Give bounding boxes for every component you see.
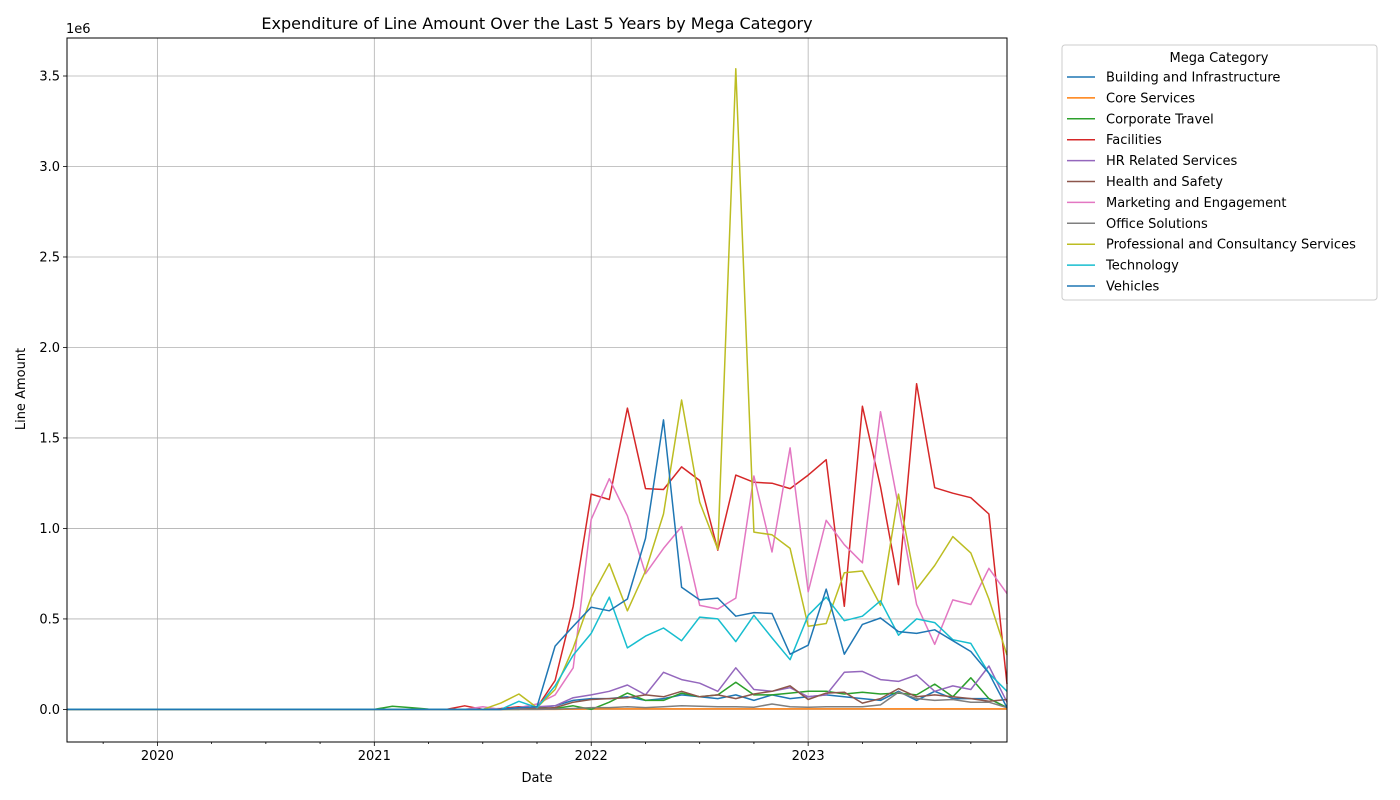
grid (67, 38, 1007, 742)
x-axis-label: Date (521, 771, 552, 786)
legend-label: HR Related Services (1106, 154, 1237, 169)
legend-frame (1061, 44, 1378, 301)
y-tick-label: 3.0 (39, 160, 60, 175)
series-line (67, 419, 1008, 711)
chart-title: Expenditure of Line Amount Over the Last… (261, 14, 812, 33)
legend-label: Health and Safety (1106, 175, 1223, 190)
plot-frame (66, 37, 1008, 743)
series-line (67, 410, 1008, 711)
y-tick-label: 2.0 (39, 341, 60, 356)
series-lines (67, 68, 1008, 711)
y-tick-label: 0.5 (39, 612, 60, 627)
y-tick-label: 3.5 (39, 70, 60, 85)
series-line (67, 382, 1008, 711)
y-tick-label: 0.0 (39, 703, 60, 718)
legend-label: Corporate Travel (1106, 112, 1214, 127)
y-tick-label: 2.5 (39, 250, 60, 265)
legend-label: Technology (1105, 259, 1179, 274)
x-tick-label: 2023 (792, 749, 825, 764)
x-tick-label: 2021 (358, 749, 391, 764)
y-tick-label: 1.5 (39, 431, 60, 446)
y-axis-label: Line Amount (14, 348, 29, 430)
y-offset-label: 1e6 (66, 22, 91, 37)
legend-label: Office Solutions (1106, 217, 1208, 232)
legend-label: Professional and Consultancy Services (1106, 238, 1356, 253)
legend-title: Mega Category (1170, 51, 1269, 66)
legend-label: Core Services (1106, 91, 1195, 106)
legend: Mega Category Building and Infrastructur… (1061, 44, 1378, 301)
axis-ticks: 2020 2021 2022 2023 0.0 0.5 1.0 1.5 2.0 2.5 3.0 3.5 (39, 70, 972, 764)
x-tick-label: 2022 (575, 749, 608, 764)
y-tick-label: 1.0 (39, 522, 60, 537)
x-tick-label: 2020 (141, 749, 174, 764)
legend-label: Marketing and Engagement (1106, 196, 1286, 211)
legend-label: Facilities (1106, 133, 1162, 148)
legend-label: Vehicles (1106, 280, 1159, 295)
legend-label: Building and Infrastructure (1106, 71, 1280, 86)
